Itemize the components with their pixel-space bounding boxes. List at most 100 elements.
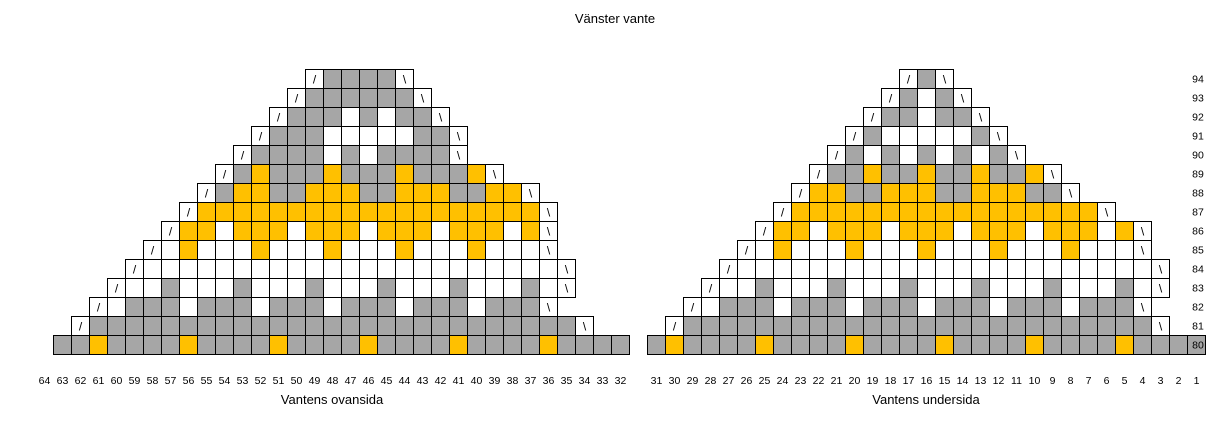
stitch-cell <box>773 297 792 317</box>
column-number: 31 <box>651 375 663 387</box>
stitch-cell <box>935 316 954 336</box>
stitch-cell <box>827 164 846 184</box>
column-number: 33 <box>597 375 609 387</box>
stitch-cell <box>269 297 288 317</box>
stitch-cell <box>287 316 306 336</box>
column-number: 38 <box>507 375 519 387</box>
stitch-cell <box>1097 278 1116 298</box>
stitch-cell <box>305 278 324 298</box>
decrease-right-mark: \ <box>583 320 587 334</box>
column-number: 11 <box>1011 375 1022 387</box>
stitch-cell <box>305 183 324 203</box>
stitch-cell <box>935 221 954 241</box>
stitch-cell <box>107 297 126 317</box>
decrease-right-mark: \ <box>943 73 947 87</box>
stitch-cell <box>917 88 936 108</box>
stitch-cell <box>773 316 792 336</box>
stitch-cell <box>179 240 198 260</box>
stitch-cell <box>215 183 234 203</box>
stitch-cell <box>161 278 180 298</box>
stitch-cell <box>323 126 342 146</box>
stitch-cell <box>485 316 504 336</box>
stitch-cell <box>953 164 972 184</box>
stitch-cell <box>197 202 216 222</box>
stitch-cell <box>935 126 954 146</box>
stitch-cell <box>395 259 414 279</box>
column-number: 9 <box>1050 375 1056 387</box>
stitch-cell <box>755 316 774 336</box>
column-number: 20 <box>849 375 861 387</box>
stitch-cell <box>881 316 900 336</box>
stitch-cell <box>449 259 468 279</box>
row-numbers: 94 93 92 91 90 89 88 87 86 85 84 83 82 81 80 <box>1192 74 1204 352</box>
stitch-cell <box>215 297 234 317</box>
stitch-cell <box>845 259 864 279</box>
stitch-cell <box>485 202 504 222</box>
decrease-left-mark: / <box>205 187 209 201</box>
stitch-cell <box>1061 259 1080 279</box>
stitch-cell <box>935 183 954 203</box>
stitch-cell <box>1025 335 1044 355</box>
stitch-cell <box>467 297 486 317</box>
decrease-right-mark: \ <box>1141 244 1145 258</box>
stitch-cell <box>251 259 270 279</box>
column-number: 18 <box>885 375 897 387</box>
stitch-cell <box>503 240 522 260</box>
stitch-cell <box>989 202 1008 222</box>
stitch-cell <box>431 297 450 317</box>
stitch-cell <box>827 335 846 355</box>
stitch-cell <box>971 259 990 279</box>
stitch-cell <box>863 335 882 355</box>
stitch-cell <box>359 221 378 241</box>
stitch-cell <box>485 335 504 355</box>
stitch-cell <box>917 202 936 222</box>
column-number: 60 <box>111 375 123 387</box>
stitch-cell <box>1061 278 1080 298</box>
decrease-left-mark: / <box>133 263 137 277</box>
stitch-cell <box>71 335 90 355</box>
stitch-cell <box>215 259 234 279</box>
stitch-cell <box>827 202 846 222</box>
stitch-cell <box>377 126 396 146</box>
column-number: 43 <box>417 375 429 387</box>
stitch-cell <box>287 202 306 222</box>
stitch-cell <box>377 240 396 260</box>
column-number: 23 <box>795 375 807 387</box>
column-number: 46 <box>363 375 375 387</box>
stitch-cell <box>953 297 972 317</box>
stitch-cell <box>863 164 882 184</box>
column-number: 36 <box>543 375 555 387</box>
stitch-cell <box>953 202 972 222</box>
stitch-cell <box>953 335 972 355</box>
stitch-cell <box>269 335 288 355</box>
stitch-cell <box>1061 316 1080 336</box>
stitch-cell <box>179 278 198 298</box>
stitch-cell <box>899 335 918 355</box>
stitch-cell <box>755 335 774 355</box>
stitch-cell <box>305 259 324 279</box>
decrease-right-mark: \ <box>961 92 965 106</box>
stitch-cell <box>377 335 396 355</box>
stitch-cell <box>413 126 432 146</box>
stitch-cell <box>305 107 324 127</box>
stitch-cell <box>341 259 360 279</box>
stitch-cell <box>521 316 540 336</box>
stitch-cell <box>395 126 414 146</box>
stitch-cell <box>881 335 900 355</box>
stitch-cell <box>971 126 990 146</box>
stitch-cell <box>413 240 432 260</box>
stitch-cell <box>953 221 972 241</box>
stitch-cell <box>557 316 576 336</box>
stitch-cell <box>935 335 954 355</box>
stitch-cell <box>413 221 432 241</box>
stitch-cell <box>503 297 522 317</box>
stitch-cell <box>449 202 468 222</box>
stitch-cell <box>395 297 414 317</box>
stitch-cell <box>359 88 378 108</box>
stitch-cell <box>89 316 108 336</box>
stitch-cell <box>953 316 972 336</box>
stitch-cell <box>161 335 180 355</box>
stitch-cell <box>359 297 378 317</box>
stitch-cell <box>269 316 288 336</box>
stitch-cell <box>1025 278 1044 298</box>
